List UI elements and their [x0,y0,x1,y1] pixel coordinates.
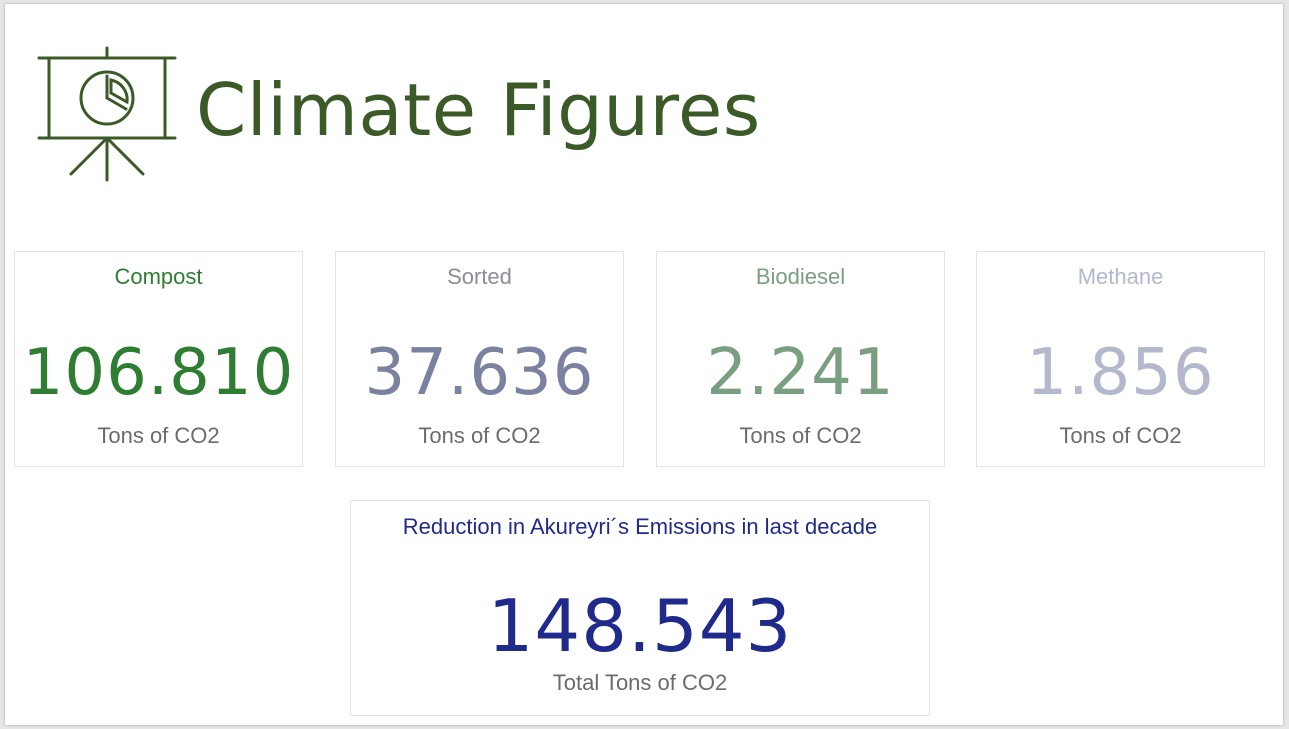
page-title: Climate Figures [196,68,761,152]
compost-card: Compost 106.810 Tons of CO2 [14,251,303,467]
card-value: 148.543 [487,584,793,668]
card-unit: Tons of CO2 [1059,423,1182,448]
biodiesel-card: Biodiesel 2.241 Tons of CO2 [656,251,945,467]
card-label: Methane [1077,264,1164,289]
card-unit: Tons of CO2 [97,423,220,448]
card-value: 106.810 [22,336,295,410]
card-label: Biodiesel [755,264,846,289]
card-label: Compost [114,264,203,289]
presentation-pie-chart-icon [37,46,177,184]
card-unit: Total Tons of CO2 [552,670,728,695]
card-label: Reduction in Akureyri´s Emissions in las… [402,514,878,539]
methane-card: Methane 1.856 Tons of CO2 [976,251,1265,467]
dashboard-slide: Climate Figures Compost 106.810 Tons of … [5,4,1283,725]
card-value: 37.636 [364,336,595,410]
sorted-card: Sorted 37.636 Tons of CO2 [335,251,624,467]
card-value: 2.241 [706,336,895,410]
card-value: 1.856 [1026,336,1215,410]
card-unit: Tons of CO2 [739,423,862,448]
card-unit: Tons of CO2 [418,423,541,448]
card-label: Sorted [447,264,512,289]
total-reduction-card: Reduction in Akureyri´s Emissions in las… [350,500,930,716]
